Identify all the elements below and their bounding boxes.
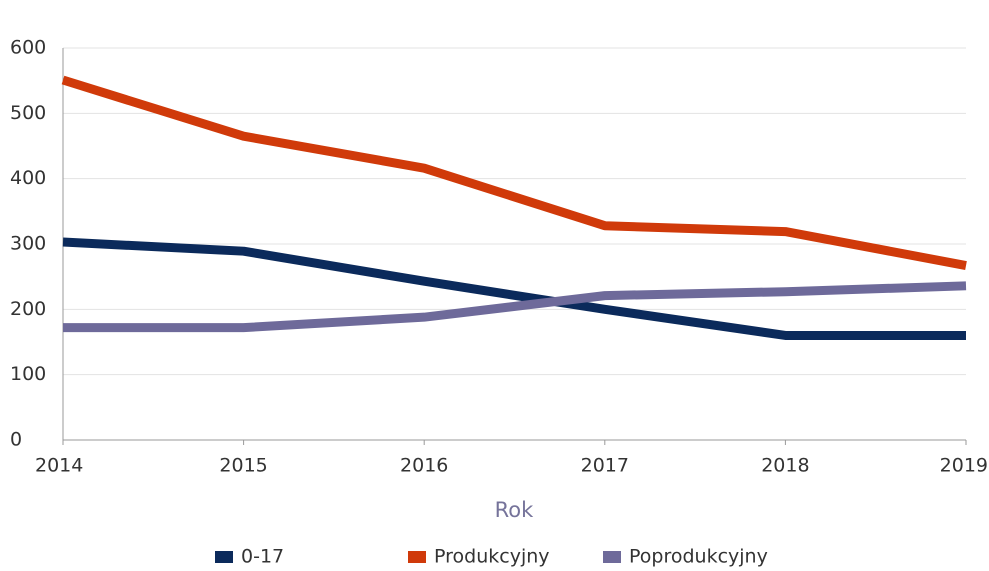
y-tick-label: 200	[10, 298, 46, 320]
y-tick-label: 100	[10, 363, 46, 385]
x-axis-label: Rok	[495, 498, 534, 522]
legend-label: Poprodukcyjny	[629, 546, 768, 568]
y-tick-label: 600	[10, 37, 46, 59]
legend-swatch	[603, 551, 621, 563]
series-line	[61, 75, 967, 270]
legend-swatch	[408, 551, 426, 563]
x-tick-label: 2014	[35, 455, 83, 477]
series-line	[62, 237, 966, 340]
x-tick-label: 2017	[581, 455, 629, 477]
y-tick-label: 400	[10, 167, 46, 189]
y-tick-label: 0	[10, 429, 22, 451]
y-tick-label: 300	[10, 233, 46, 255]
y-tick-label: 500	[10, 102, 46, 124]
legend-swatch	[215, 551, 233, 563]
legend-label: Produkcyjny	[434, 546, 550, 568]
legend-label: 0-17	[241, 546, 284, 568]
x-tick-label: 2015	[219, 455, 267, 477]
series-line	[63, 281, 967, 333]
x-tick-label: 2016	[400, 455, 448, 477]
x-tick-label: 2019	[940, 455, 988, 477]
x-tick-label: 2018	[761, 455, 809, 477]
